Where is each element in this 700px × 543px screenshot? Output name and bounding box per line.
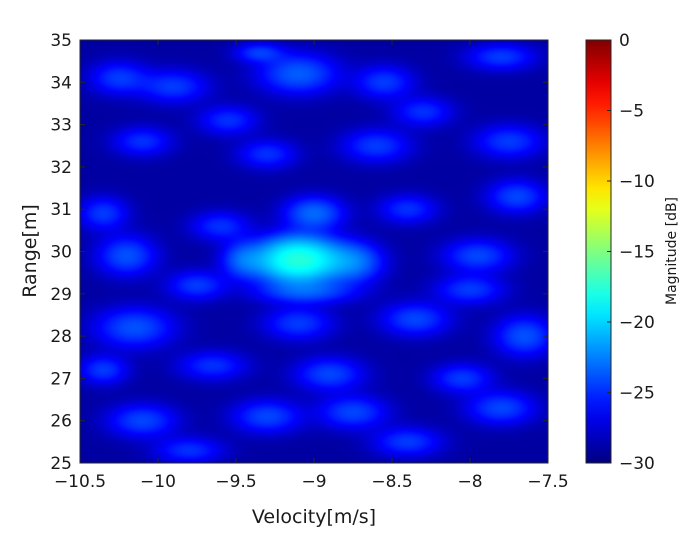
- colorbar-tick-label: −25: [619, 384, 655, 404]
- colorbar-title: Magnitude [dB]: [664, 197, 680, 305]
- y-tick-label: 35: [50, 31, 72, 51]
- x-tick-label: −8.5: [371, 472, 412, 492]
- colorbar-scale: [585, 39, 612, 464]
- x-tick-label: −9.5: [215, 472, 256, 492]
- y-tick-label: 27: [50, 369, 72, 389]
- x-axis-ticks: −10.5 −10 −9.5 −9 −8.5 −8 −7.5: [54, 40, 569, 492]
- colorbar-tick-label: 0: [619, 31, 630, 51]
- y-axis-title: Range[m]: [19, 204, 41, 298]
- colorbar-tick-label: −30: [619, 454, 655, 474]
- y-axis-ticks: 25 26 27 28 29 30 31 32 33 34 35: [50, 31, 548, 474]
- y-tick-label: 34: [50, 73, 72, 93]
- x-tick-label: −9: [301, 472, 326, 492]
- y-tick-label: 29: [50, 285, 72, 305]
- y-tick-label: 26: [50, 412, 72, 432]
- y-tick-label: 32: [50, 158, 72, 178]
- colorbar: 0 −5 −10 −15 −20 −25 −30: [585, 31, 655, 474]
- y-tick-label: 31: [50, 200, 72, 220]
- heatmap-image: [80, 40, 548, 463]
- colorbar-tick-label: −15: [619, 243, 655, 263]
- colorbar-ticks: 0 −5 −10 −15 −20 −25 −30: [607, 31, 655, 474]
- x-tick-label: −8: [457, 472, 482, 492]
- x-tick-label: −10: [140, 472, 176, 492]
- y-tick-label: 30: [50, 243, 72, 263]
- x-tick-label: −10.5: [54, 472, 106, 492]
- colorbar-tick-label: −5: [619, 102, 644, 122]
- colorbar-tick-label: −20: [619, 313, 655, 333]
- plot-area: −10.5 −10 −9.5 −9 −8.5 −8 −7.5 25 26 27 28 29 30 31 3…: [50, 31, 568, 492]
- x-axis-title: Velocity[m/s]: [252, 506, 376, 528]
- colorbar-tick-label: −10: [619, 172, 655, 192]
- x-tick-label: −7.5: [527, 472, 568, 492]
- y-tick-label: 28: [50, 327, 72, 347]
- y-tick-label: 33: [50, 116, 72, 136]
- y-tick-label: 25: [50, 454, 72, 474]
